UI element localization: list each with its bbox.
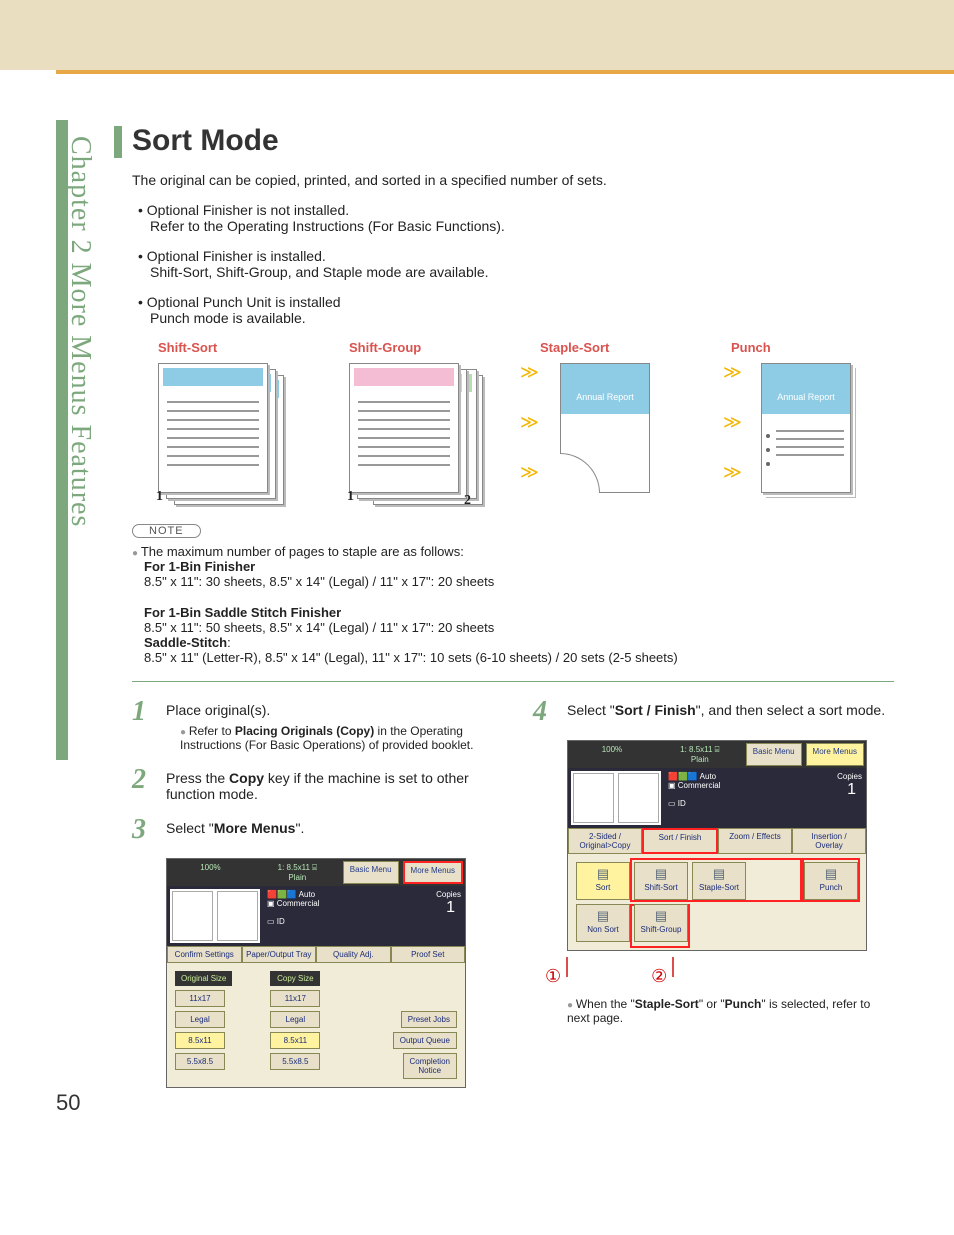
chapter-side-label: Chapter 2 More Menus Features: [58, 130, 96, 527]
proof-set-tab[interactable]: Proof Set: [391, 946, 466, 963]
non-sort-mode-button[interactable]: Non Sort: [576, 904, 630, 942]
shift-sort-diagram: 1: [158, 363, 298, 503]
mode-shift-group: Shift-Group 1 2: [349, 340, 512, 503]
confirm-settings-tab[interactable]: Confirm Settings: [167, 946, 242, 963]
basic-menu-button[interactable]: Basic Menu: [746, 743, 802, 766]
size-button[interactable]: Legal: [270, 1011, 320, 1028]
page-title: Sort Mode: [132, 124, 894, 158]
step4-sub-note: When the "Staple-Sort" or "Punch" is sel…: [567, 997, 894, 1025]
step-3: 3 Select "More Menus".: [132, 816, 493, 844]
condition-item: Optional Finisher is not installed. Refe…: [138, 202, 894, 234]
mode-punch: Punch ≫ ≫ ≫ Annual Report: [731, 340, 894, 503]
basic-menu-button[interactable]: Basic Menu: [343, 861, 399, 884]
modes-row: Shift-Sort 1 Shift-Group: [158, 340, 894, 503]
motion-arrow-icon: ≫: [520, 463, 539, 481]
steps-left-column: 1 Place original(s). Refer to Placing Or…: [132, 698, 493, 1096]
mode-label: Punch: [731, 340, 894, 355]
2sided-tab[interactable]: 2-Sided / Original>Copy: [568, 828, 642, 854]
mode-label: Shift-Sort: [158, 340, 321, 355]
steps-right-column: 4 Select "Sort / Finish", and then selec…: [533, 698, 894, 1096]
preview-icon: [170, 889, 260, 943]
conditions-list: Optional Finisher is not installed. Refe…: [138, 202, 894, 326]
preview-icon: [571, 771, 661, 825]
size-button[interactable]: Legal: [175, 1011, 225, 1028]
callout-lines: [553, 955, 873, 985]
more-menus-button[interactable]: More Menus: [806, 743, 864, 766]
mode-label: Staple-Sort: [540, 340, 703, 355]
header-bar: [0, 0, 954, 70]
condition-item: Optional Finisher is installed. Shift-So…: [138, 248, 894, 280]
step3-screenshot: 100% 1: 8.5x11 ⌸ Plain Basic Menu More M…: [166, 858, 466, 1088]
motion-arrow-icon: ≫: [723, 413, 742, 431]
motion-arrow-icon: ≫: [520, 413, 539, 431]
page-number: 50: [56, 1090, 80, 1116]
shift-sort-mode-button[interactable]: Shift-Sort: [634, 862, 688, 900]
motion-arrow-icon: ≫: [723, 363, 742, 381]
intro-text: The original can be copied, printed, and…: [132, 172, 894, 188]
shift-group-diagram: 1 2: [349, 363, 489, 503]
zoom-effects-tab[interactable]: Zoom / Effects: [718, 828, 792, 854]
punch-diagram: ≫ ≫ ≫ Annual Report: [731, 363, 851, 503]
step-4: 4 Select "Sort / Finish", and then selec…: [533, 698, 894, 726]
step-1: 1 Place original(s). Refer to Placing Or…: [132, 698, 493, 752]
step4-screenshot: 100% 1: 8.5x11 ⌸ Plain Basic Menu More M…: [567, 740, 867, 951]
section-divider: [132, 681, 894, 682]
insertion-overlay-tab[interactable]: Insertion / Overlay: [792, 828, 866, 854]
chapter-side-tab: Chapter 2 More Menus Features: [56, 120, 96, 760]
staple-sort-mode-button[interactable]: Staple-Sort: [692, 862, 746, 900]
mode-label: Shift-Group: [349, 340, 512, 355]
size-button[interactable]: 11x17: [175, 990, 225, 1007]
condition-item: Optional Punch Unit is installed Punch m…: [138, 294, 894, 326]
motion-arrow-icon: ≫: [723, 463, 742, 481]
size-button[interactable]: 5.5x8.5: [175, 1053, 225, 1070]
size-button[interactable]: 5.5x8.5: [270, 1053, 320, 1070]
paper-output-tab[interactable]: Paper/Output Tray: [242, 946, 317, 963]
punch-mode-button[interactable]: Punch: [804, 862, 858, 900]
output-queue-button[interactable]: Output Queue: [393, 1032, 457, 1049]
staple-sort-diagram: ≫ ≫ ≫ Annual Report: [540, 363, 650, 503]
sort-finish-tab[interactable]: Sort / Finish: [642, 828, 718, 854]
motion-arrow-icon: ≫: [520, 363, 539, 381]
size-button[interactable]: 11x17: [270, 990, 320, 1007]
mode-staple-sort: Staple-Sort ≫ ≫ ≫ Annual Report: [540, 340, 703, 503]
more-menus-button[interactable]: More Menus: [403, 861, 463, 884]
size-button[interactable]: 8.5x11: [175, 1032, 225, 1049]
note-pill: NOTE: [132, 524, 201, 538]
mode-shift-sort: Shift-Sort 1: [158, 340, 321, 503]
shift-group-mode-button[interactable]: Shift-Group: [634, 904, 688, 942]
step-2: 2 Press the Copy key if the machine is s…: [132, 766, 493, 802]
preset-jobs-button[interactable]: Preset Jobs: [401, 1011, 457, 1028]
quality-adj-tab[interactable]: Quality Adj.: [316, 946, 391, 963]
note-section: NOTE The maximum number of pages to stap…: [132, 521, 894, 665]
size-button[interactable]: 8.5x11: [270, 1032, 320, 1049]
completion-notice-button[interactable]: Completion Notice: [403, 1053, 457, 1079]
sort-mode-button[interactable]: Sort: [576, 862, 630, 900]
